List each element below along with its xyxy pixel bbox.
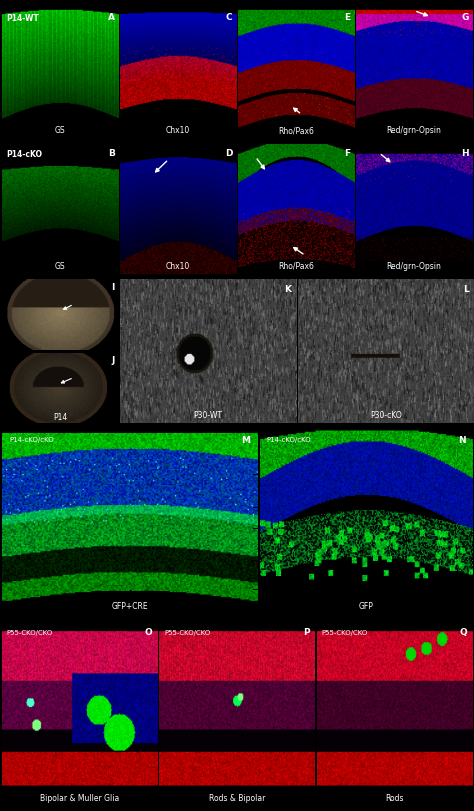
Text: M: M [241, 435, 250, 444]
Text: J: J [111, 355, 115, 364]
Text: P55-CKO/CKO: P55-CKO/CKO [7, 629, 53, 635]
Text: Bipolar & Muller Glia: Bipolar & Muller Glia [40, 793, 119, 802]
Text: GCL: GCL [273, 586, 287, 593]
Text: L: L [463, 285, 469, 294]
Text: Chx10: Chx10 [166, 126, 190, 135]
Text: G: G [461, 13, 469, 22]
Text: B: B [108, 148, 115, 157]
Text: Rho/Pax6: Rho/Pax6 [278, 261, 314, 271]
Text: P30-WT: P30-WT [193, 410, 222, 419]
Text: GFP: GFP [358, 601, 374, 610]
Text: IPL: IPL [273, 557, 283, 563]
Text: P55-CKO/CKO: P55-CKO/CKO [321, 629, 367, 635]
Text: P14-cKO: P14-cKO [7, 150, 43, 159]
Text: P14-WT: P14-WT [7, 14, 39, 23]
Text: GS: GS [55, 126, 65, 135]
Text: Chx10: Chx10 [166, 261, 190, 271]
Text: ONL: ONL [273, 471, 288, 477]
Text: E: E [345, 13, 351, 22]
Text: Rods: Rods [385, 793, 404, 802]
Text: Red/grn-Opsin: Red/grn-Opsin [387, 261, 441, 271]
Text: Red/grn-Opsin: Red/grn-Opsin [387, 126, 441, 135]
Text: F: F [345, 148, 351, 157]
Text: A: A [108, 13, 115, 22]
Text: H: H [461, 148, 469, 157]
Text: Rods & Bipolar: Rods & Bipolar [209, 793, 265, 802]
Text: P30-cKO: P30-cKO [370, 410, 402, 419]
Text: P14: P14 [53, 413, 67, 422]
Text: D: D [225, 148, 233, 157]
Text: INL: INL [273, 526, 284, 531]
Text: P14-cKO/cKO: P14-cKO/cKO [9, 437, 54, 443]
Text: P: P [303, 627, 310, 636]
Text: GS: GS [55, 261, 65, 271]
Text: C: C [226, 13, 233, 22]
Text: I: I [111, 282, 115, 291]
Text: P14-cKO/cKO: P14-cKO/cKO [266, 437, 311, 443]
Text: Q: Q [460, 627, 467, 636]
Text: N: N [458, 435, 466, 444]
Text: K: K [284, 285, 291, 294]
Text: GFP+CRE: GFP+CRE [111, 601, 148, 610]
Text: OPL: OPL [273, 504, 287, 511]
Text: P55-CKO/CKO: P55-CKO/CKO [164, 629, 210, 635]
Text: Rho/Pax6: Rho/Pax6 [278, 126, 314, 135]
Text: O: O [145, 627, 153, 636]
